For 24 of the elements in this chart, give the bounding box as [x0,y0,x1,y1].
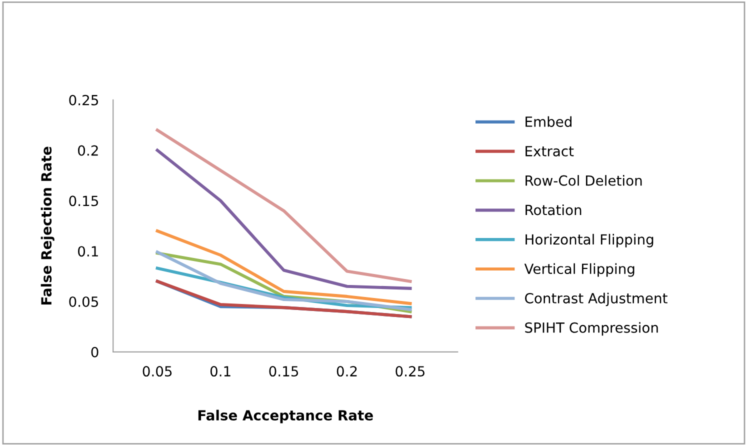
x-tick-label: 0.2 [336,366,357,377]
legend-label: Row-Col Deletion [526,175,642,186]
x-tick-label: 0.1 [210,366,230,377]
y-tick-label: 0 [91,346,98,358]
y-tick-label: 0.25 [69,94,98,106]
y-axis-title: False Rejection Rate [40,146,54,304]
legend-label: Extract [526,146,574,156]
line-series [156,229,412,306]
legend-label: Vertical Flipping [524,263,634,277]
legend-label: SPIHT Compression [525,322,658,336]
legend-label: Horizontal Flipping [526,234,654,248]
y-tick-label: 0.1 [78,246,98,257]
legend-label: Contrast Adjustment [525,292,668,306]
legend-label: Embed [526,116,572,127]
line-series [156,128,412,283]
y-tick-label: 0.2 [78,145,98,156]
y-tick-label: 0.15 [69,196,98,206]
line-series [156,148,412,290]
x-tick-label: 0.25 [396,366,424,377]
legend-label: Rotation [526,204,582,216]
x-axis-title: False Acceptance Rate [198,410,373,424]
x-tick-label: 0.05 [142,366,172,377]
x-tick-label: 0.15 [269,366,298,377]
y-tick-label: 0.05 [69,296,98,307]
